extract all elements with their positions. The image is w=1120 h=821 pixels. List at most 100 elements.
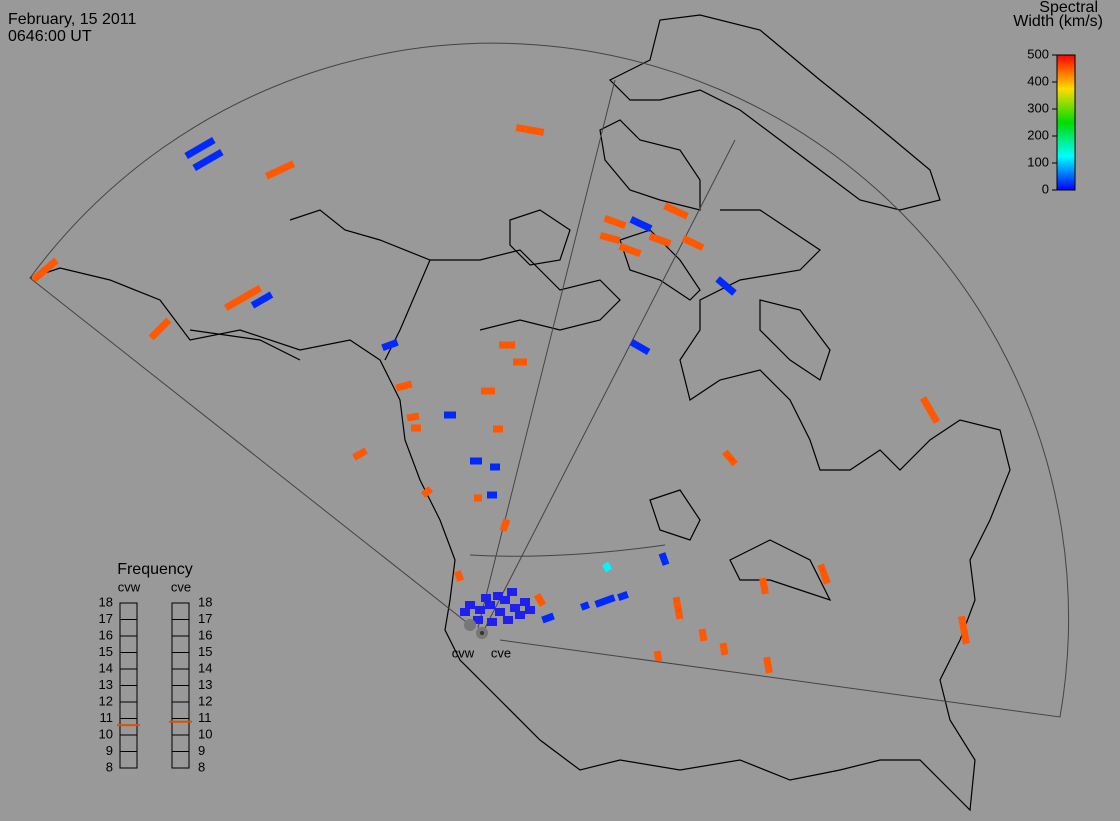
echo (395, 380, 413, 392)
frequency-tick-label: 14 (99, 660, 113, 675)
frequency-tick-label: 13 (198, 677, 212, 692)
near-range-echo (481, 594, 491, 602)
frequency-tick-label: 9 (198, 743, 205, 758)
colorbar-tick-label: 200 (1027, 127, 1049, 142)
frequency-tick-label: 12 (99, 693, 113, 708)
colorbar-tick-label: 100 (1027, 154, 1049, 169)
echo (594, 594, 616, 608)
echo (406, 412, 420, 422)
frequency-tick-label: 9 (106, 743, 113, 758)
near-range-echo (460, 608, 470, 616)
echo (603, 214, 627, 230)
frequency-tick-label: 16 (198, 627, 212, 642)
site-label: cvw (452, 645, 475, 660)
radar-name: cve (171, 579, 191, 594)
colorbar-title: Width (km/s) (1013, 13, 1103, 30)
frequency-tick-label: 11 (198, 710, 212, 725)
site-label: cve (491, 645, 511, 660)
echo (487, 491, 497, 499)
frequency-tick-label: 17 (99, 611, 113, 626)
echo (648, 232, 672, 248)
echo (629, 338, 651, 356)
near-range-echo (520, 598, 530, 606)
echo (541, 612, 555, 624)
near-range-echo (515, 611, 525, 619)
frequency-tick-label: 12 (198, 693, 212, 708)
near-range-echo (475, 606, 485, 614)
frequency-title: Frequency (117, 561, 193, 578)
echo (470, 457, 482, 465)
echo (759, 577, 769, 595)
frequency-tick-label: 15 (99, 644, 113, 659)
echo (672, 596, 684, 620)
near-range-echo (525, 606, 535, 614)
frequency-tick-label: 15 (198, 644, 212, 659)
frequency-tick-label: 16 (99, 627, 113, 642)
echo (663, 202, 689, 220)
echo (618, 242, 642, 258)
frequency-tick-label: 14 (198, 660, 212, 675)
echo (352, 447, 368, 461)
frequency-tick-label: 10 (99, 726, 113, 741)
frequency-tick-label: 8 (106, 759, 113, 774)
echo (499, 341, 515, 349)
echo (817, 563, 831, 585)
echo (192, 148, 224, 172)
echo (658, 552, 670, 566)
frequency-tick-label: 13 (99, 677, 113, 692)
echo (250, 291, 274, 309)
echo (148, 317, 172, 341)
near-range-echo (503, 616, 513, 624)
echo (493, 425, 503, 433)
echo (629, 216, 653, 232)
frequency-tick-label: 18 (198, 594, 212, 609)
colorbar-tick-label: 300 (1027, 100, 1049, 115)
echo (653, 650, 663, 662)
echo (513, 358, 527, 366)
echo (515, 124, 545, 136)
radar-site (464, 619, 476, 631)
echo (681, 235, 705, 251)
echoes (31, 124, 970, 674)
echo (533, 593, 547, 607)
echo (411, 424, 421, 432)
echo (580, 601, 590, 611)
echo (958, 615, 970, 645)
echo (715, 276, 737, 296)
date: February, 15 2011 (8, 11, 136, 28)
echo (617, 591, 629, 601)
colorbar-tick-label: 500 (1027, 46, 1049, 61)
radar-fan (29, 42, 1070, 718)
echo (420, 486, 434, 498)
echo (722, 449, 738, 467)
radar-name: cvw (118, 579, 141, 594)
echo (184, 136, 216, 160)
echo (599, 232, 621, 244)
frequency-tick-label: 17 (198, 611, 212, 626)
echo (381, 338, 399, 352)
colorbar-tick-label: 400 (1027, 73, 1049, 88)
time: 0646:00 UT (8, 28, 92, 45)
echo (499, 518, 511, 532)
frequency-tick-label: 18 (99, 594, 113, 609)
near-range-echo (500, 596, 510, 604)
frequency-tick-label: 11 (100, 710, 114, 725)
echo (223, 284, 263, 312)
near-range-echo (473, 616, 483, 624)
echo (919, 396, 941, 424)
radar-site (480, 631, 484, 635)
colorbar (1056, 54, 1076, 191)
background (0, 10, 1120, 821)
near-range-echo (507, 588, 517, 596)
frequency-tick-label: 10 (198, 726, 212, 741)
near-range-echo (487, 618, 497, 626)
echo (454, 570, 464, 582)
colorbar-tick-label: 0 (1042, 181, 1049, 196)
near-range-echo (510, 604, 520, 612)
echo (698, 628, 708, 642)
echo (31, 257, 59, 283)
echo (444, 411, 456, 419)
near-range-echo (495, 608, 505, 616)
echo (481, 387, 495, 395)
